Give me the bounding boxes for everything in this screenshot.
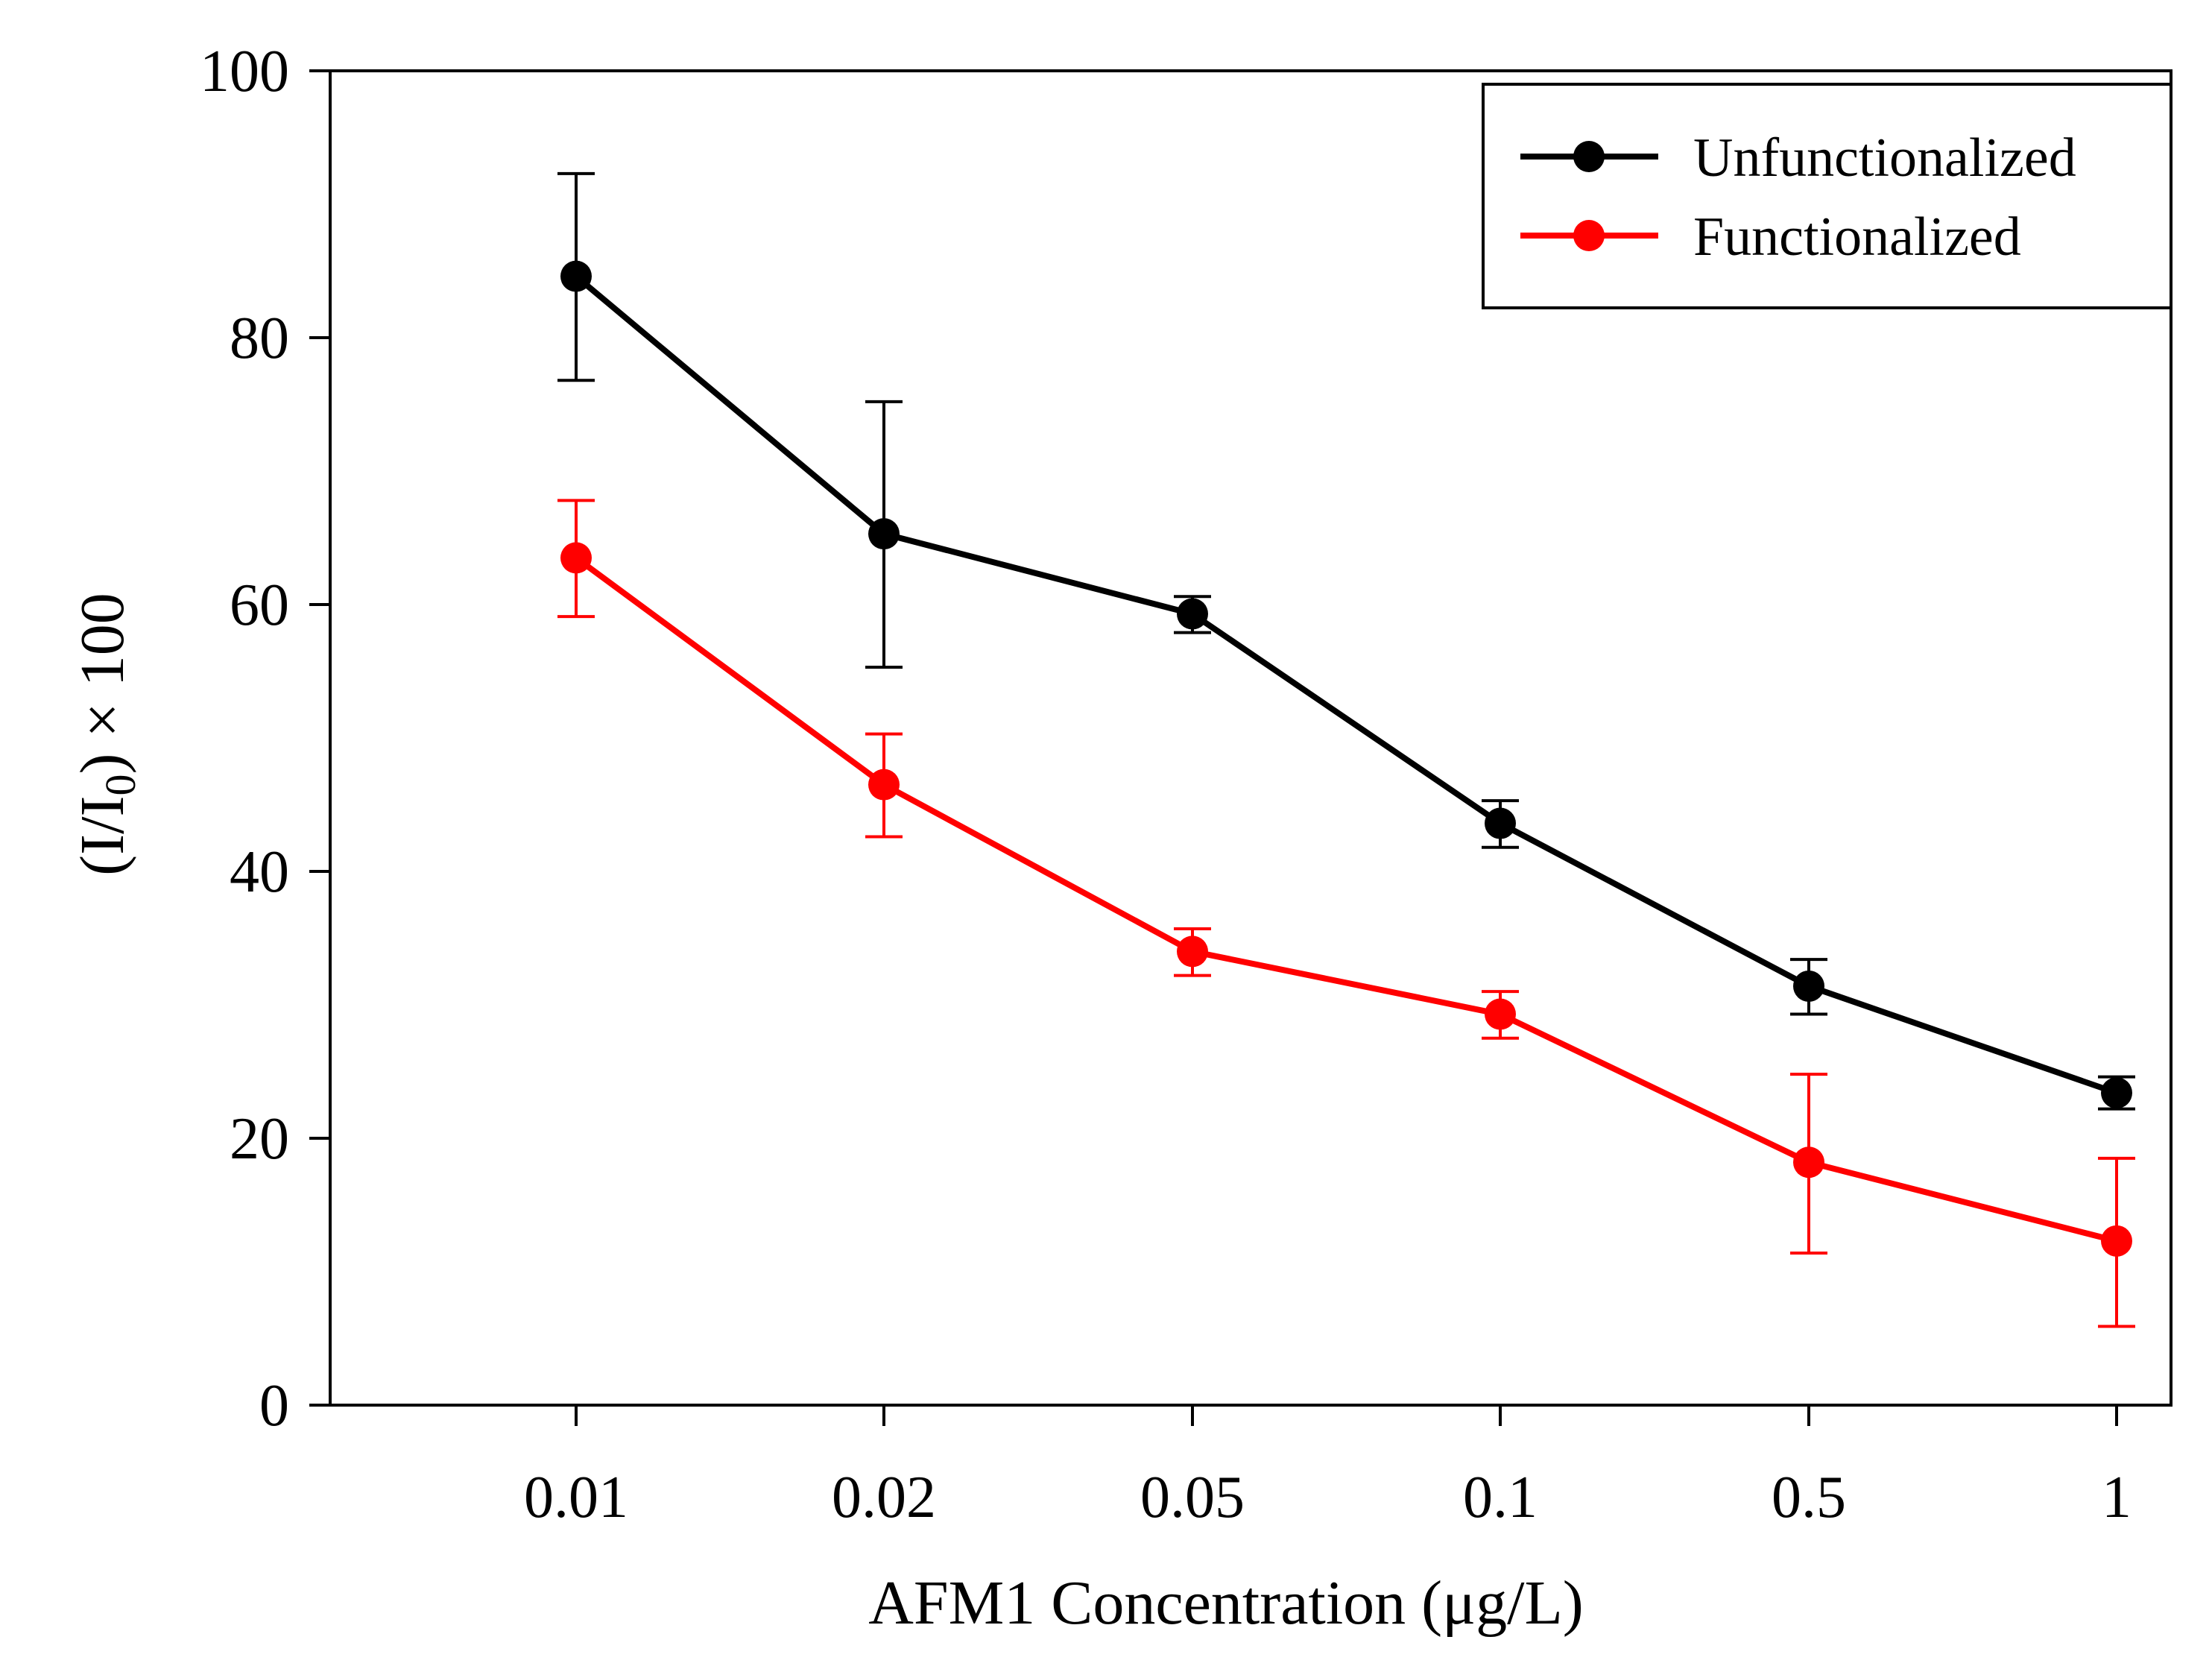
legend-box (1482, 83, 2172, 309)
series-unfunctionalized (557, 171, 2135, 1111)
data-point-unfunctionalized (2101, 1077, 2132, 1109)
data-point-unfunctionalized (868, 518, 900, 550)
data-point-unfunctionalized (1793, 970, 1824, 1002)
y-tick-label: 0 (259, 1373, 289, 1439)
x-tick-label: 0.5 (1772, 1465, 1846, 1530)
series-layer (557, 171, 2135, 1328)
data-point-unfunctionalized (1177, 598, 1208, 630)
plot-area-border (329, 69, 2172, 1407)
data-point-unfunctionalized (1485, 807, 1516, 839)
legend-marker-functionalized (1573, 220, 1605, 251)
data-point-functionalized (1177, 936, 1208, 968)
y-tick-label: 40 (230, 839, 289, 905)
y-axis-title-open: (I/I (68, 796, 137, 876)
legend-label-functionalized: Functionalized (1693, 206, 2021, 268)
legend-marker-unfunctionalized (1573, 141, 1605, 172)
legend-entries: Unfunctionalized Functionalized (1520, 127, 2076, 268)
data-point-functionalized (1793, 1146, 1824, 1179)
x-axis: 0.01 0.02 0.05 0.1 0.5 1 (524, 1405, 2132, 1530)
x-tick-label: 0.01 (524, 1465, 628, 1530)
x-tick-label: 0.02 (832, 1465, 936, 1530)
y-axis-title: (I/I0) × 100 (68, 593, 145, 876)
data-point-functionalized (868, 769, 900, 801)
legend-label-unfunctionalized: Unfunctionalized (1693, 127, 2076, 189)
series-line-unfunctionalized (574, 274, 2118, 1096)
y-tick-label: 100 (200, 39, 289, 104)
series-line-functionalized (574, 555, 2117, 1244)
y-axis-title-close: ) × 100 (68, 593, 137, 774)
data-point-unfunctionalized (560, 260, 592, 292)
y-axis: 0 20 40 60 80 100 (200, 39, 330, 1439)
y-tick-label: 20 (230, 1106, 289, 1172)
x-axis-title: AFM1 Concentration (μg/L) (868, 1568, 1584, 1638)
x-tick-label: 1 (2102, 1465, 2132, 1530)
data-point-functionalized (560, 542, 592, 574)
y-axis-title-subscript: 0 (96, 774, 145, 796)
y-tick-label: 60 (230, 572, 289, 638)
legend: Unfunctionalized Functionalized (1482, 83, 2172, 309)
x-tick-label: 0.05 (1140, 1465, 1245, 1530)
data-point-functionalized (2101, 1225, 2132, 1257)
y-tick-label: 80 (230, 306, 289, 371)
x-tick-label: 0.1 (1463, 1465, 1538, 1530)
series-functionalized (557, 499, 2135, 1328)
plot-frame (329, 69, 2172, 1407)
data-point-functionalized (1485, 998, 1516, 1030)
